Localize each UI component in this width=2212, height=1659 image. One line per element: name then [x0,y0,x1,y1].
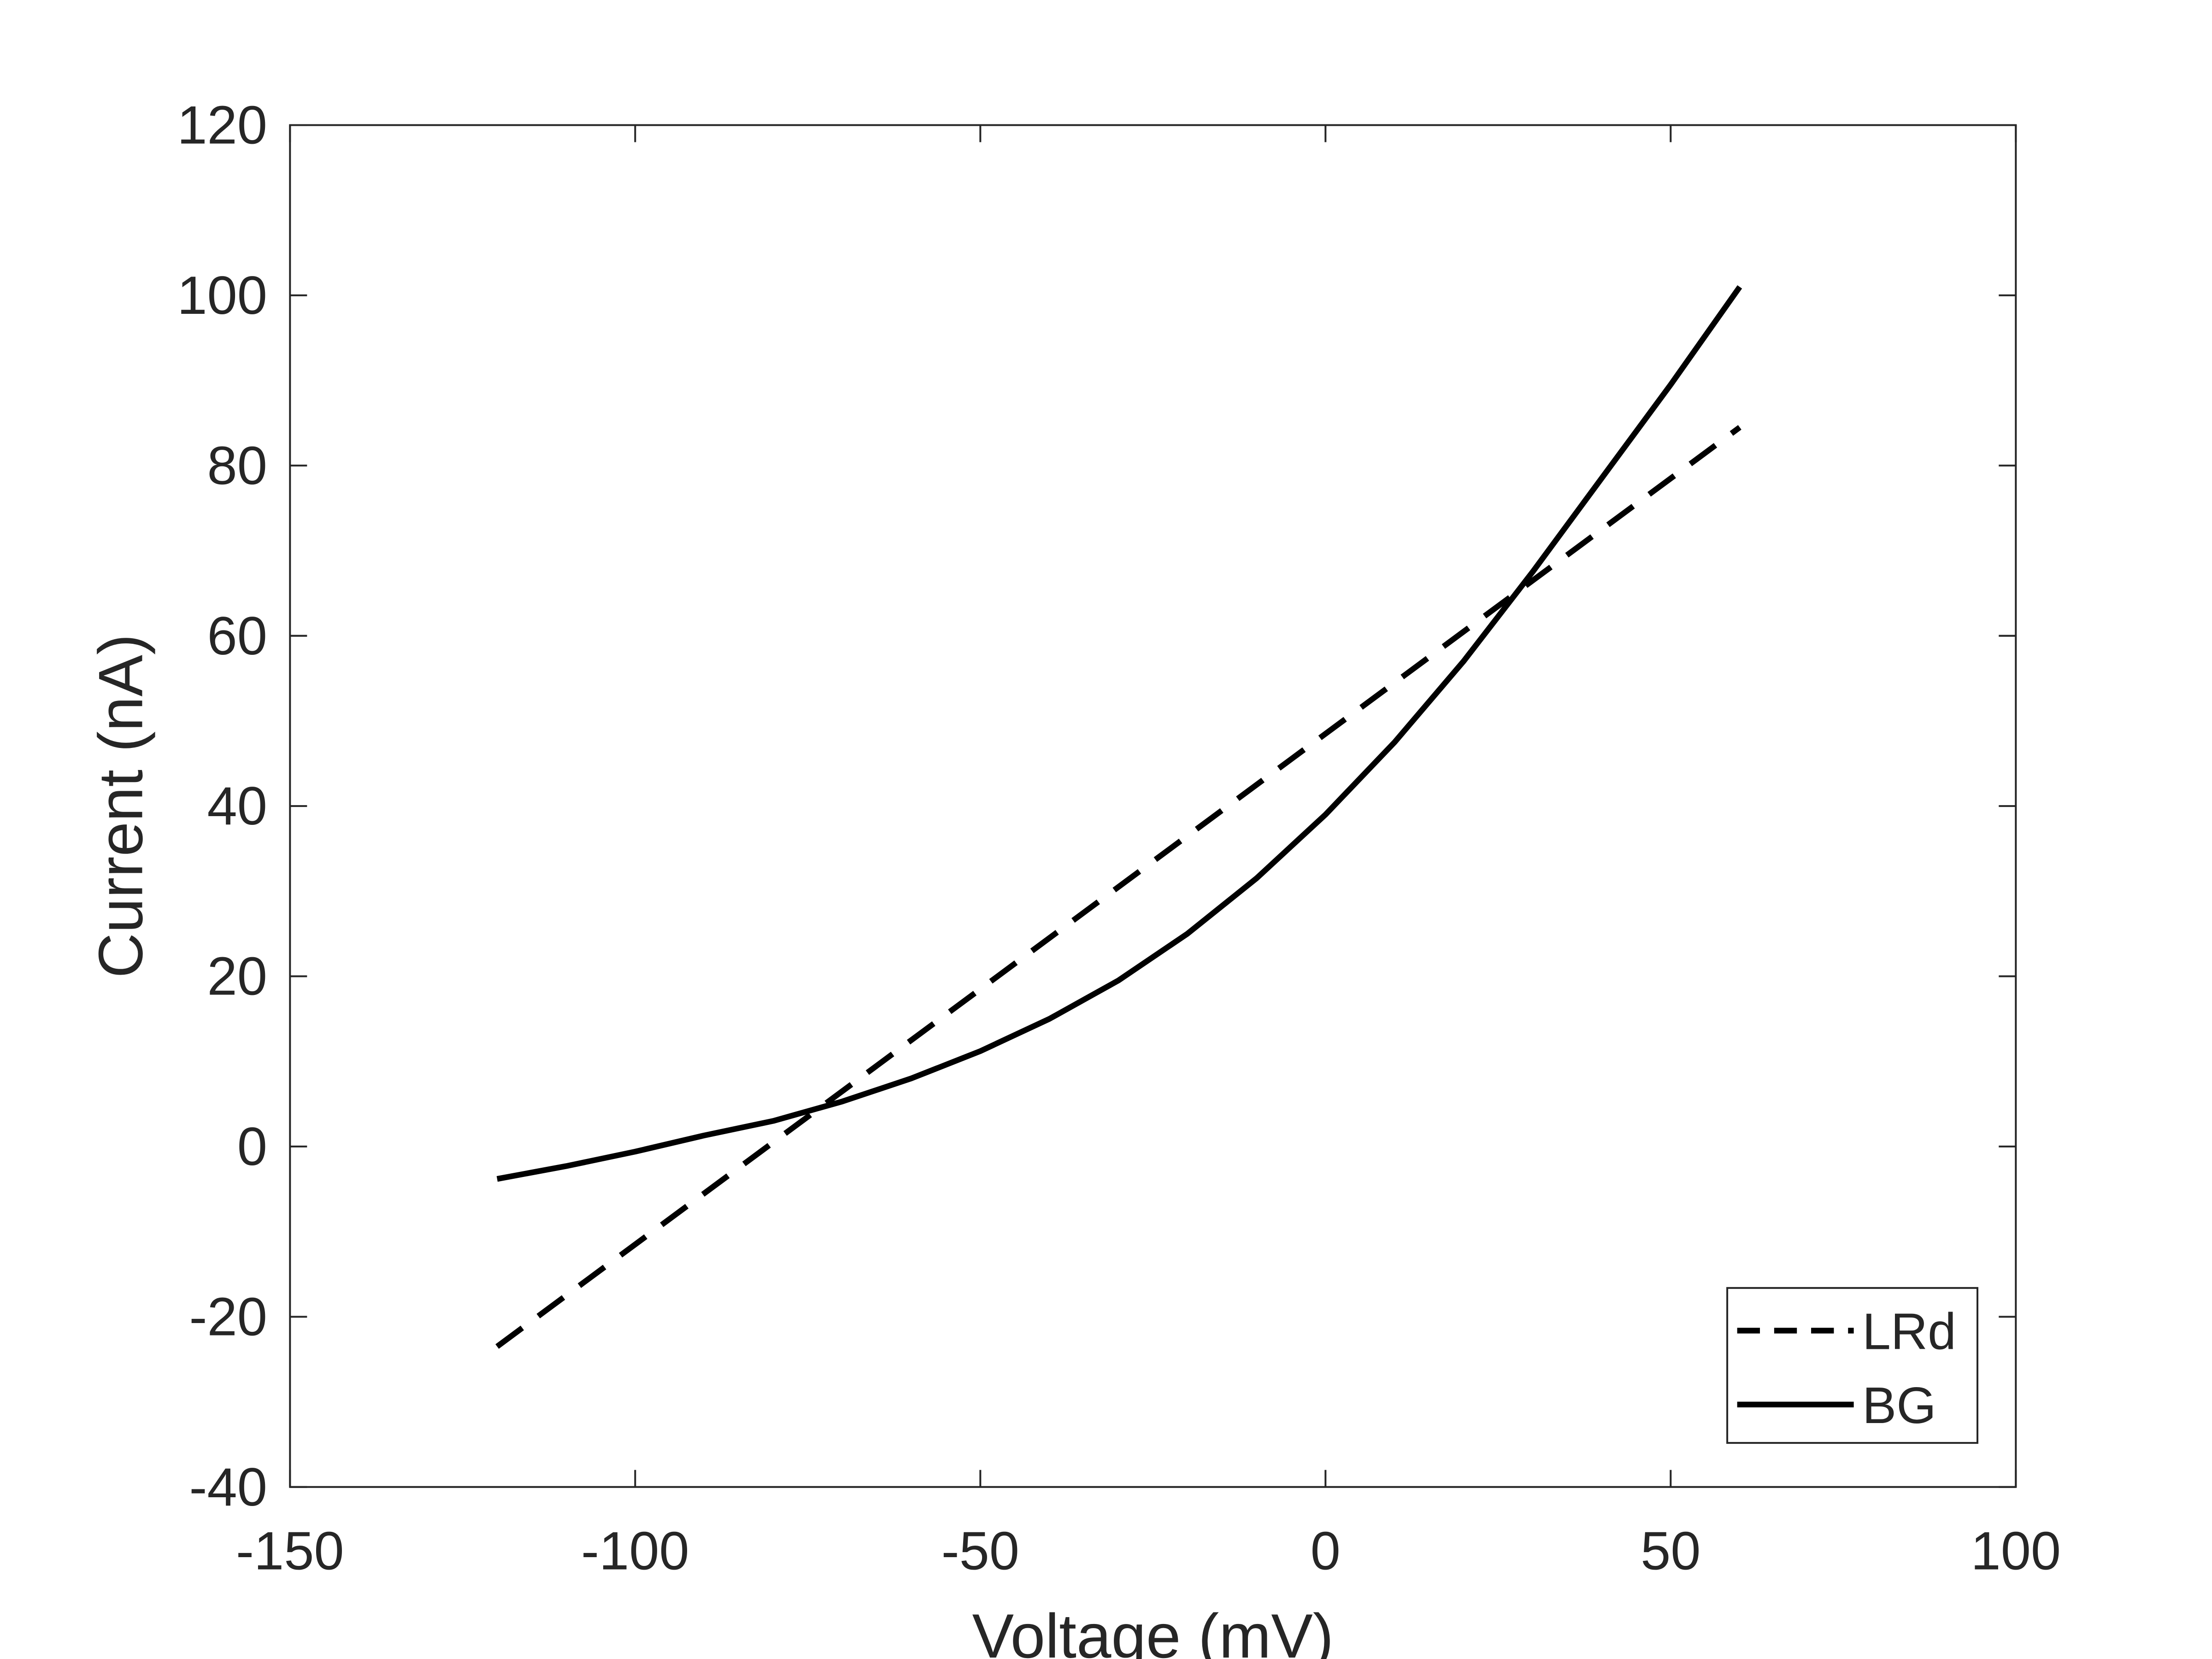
x-tick-label: -150 [236,1521,344,1581]
y-tick-label: 0 [237,1116,267,1177]
legend-label-lrd: LRd [1862,1303,1956,1360]
y-tick-label: 120 [177,95,267,155]
y-tick-label: 60 [207,606,267,666]
legend-box [1726,1287,1979,1444]
x-tick-label: 50 [1641,1521,1700,1581]
series-line-lrd [495,425,1741,1349]
y-tick-label: -40 [189,1457,267,1517]
y-tick-label: 20 [207,946,267,1006]
legend-label-bg: BG [1862,1377,1936,1434]
y-tick-label: -20 [189,1286,267,1347]
x-tick-label: -50 [941,1521,1019,1581]
series-group [495,285,1742,1349]
x-tick-label: 0 [1311,1521,1341,1581]
axes-box [289,124,2017,1488]
ticks: -150 -100 -50 0 50 100 -40 -20 0 20 40 60 80 100 120 [177,95,2061,1581]
x-axis-label: Voltage (mV) [972,1601,1334,1659]
y-tick-label: 40 [207,776,267,836]
y-tick-label: 100 [177,265,267,325]
legend: LRd BG [1726,1287,1979,1444]
x-tick-label: 100 [1971,1521,2061,1581]
series-line-bg [496,285,1742,1182]
x-tick-label: -100 [581,1521,689,1581]
y-axis-label: Current (nA) [85,634,155,978]
y-tick-label: 80 [207,435,267,495]
